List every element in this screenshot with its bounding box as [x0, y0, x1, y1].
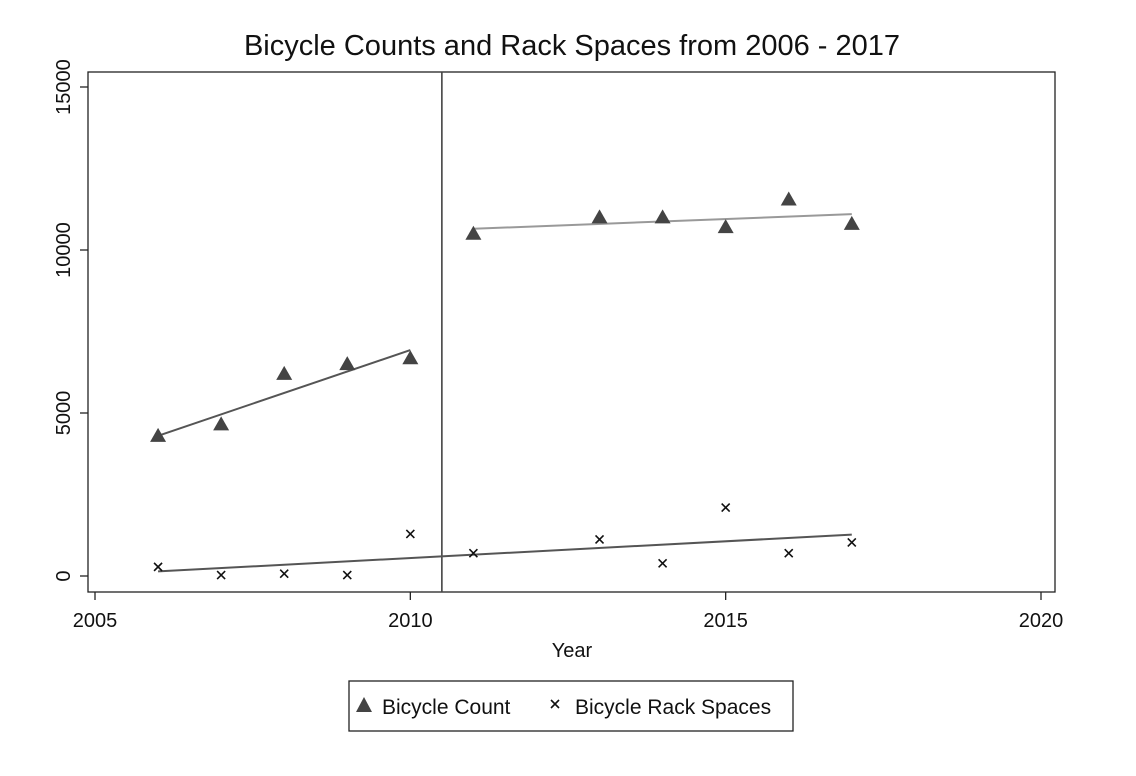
bicycle-count-point [276, 365, 293, 380]
rack-spaces-point [279, 569, 289, 579]
y-tick-label: 5000 [53, 391, 75, 436]
y-axis: 0 5000 10000 15000 [53, 59, 88, 582]
bicycle-count-point [780, 191, 797, 206]
y-tick-label: 15000 [53, 59, 75, 115]
bicycle-count-point [465, 225, 482, 240]
x-axis-label: Year [552, 640, 593, 662]
fit-lines [157, 213, 852, 573]
legend: Bicycle Count Bicycle Rack Spaces [348, 680, 794, 732]
rack-spaces-point [784, 548, 794, 558]
data-points [150, 191, 860, 580]
bicycle-count-point [717, 219, 734, 234]
rack-spaces-point [153, 562, 163, 572]
x-tick-label: 2005 [73, 610, 118, 632]
legend-label-bicycle-count: Bicycle Count [382, 696, 511, 719]
bicycle-count-point [339, 356, 356, 371]
y-tick-label: 10000 [53, 222, 75, 278]
bicycle-count-point [591, 209, 608, 224]
legend-box [348, 680, 794, 732]
bicycle-count-point [843, 215, 860, 230]
rack-spaces-point [721, 502, 731, 513]
rack-spaces-point [405, 529, 415, 539]
chart-title: Bicycle Counts and Rack Spaces from 2006… [244, 30, 900, 62]
plot-frame [87, 71, 1056, 593]
bicycle-count-point [654, 209, 671, 224]
rack-spaces-point [847, 537, 857, 547]
rack-spaces-point [342, 570, 352, 580]
x-tick-label: 2020 [1019, 610, 1064, 632]
legend-label-bicycle-rack-spaces: Bicycle Rack Spaces [575, 696, 771, 719]
x-axis: 2005 2010 2015 2020 [73, 592, 1064, 632]
rack-spaces-point [594, 534, 605, 545]
bicycle-count-point [213, 416, 230, 431]
rack-spaces-point [658, 558, 668, 568]
bicycle-count-point [402, 350, 419, 365]
bicycle-count-point [150, 427, 167, 442]
x-tick-label: 2010 [388, 610, 433, 632]
x-tick-label: 2015 [703, 610, 748, 632]
legend-triangle-marker [356, 697, 372, 712]
fit-line [157, 349, 411, 437]
y-tick-label: 0 [53, 570, 75, 581]
legend-x-marker [550, 699, 560, 709]
rack-spaces-point [216, 570, 226, 580]
rack-spaces-point [468, 548, 478, 558]
fit-line [158, 533, 852, 573]
